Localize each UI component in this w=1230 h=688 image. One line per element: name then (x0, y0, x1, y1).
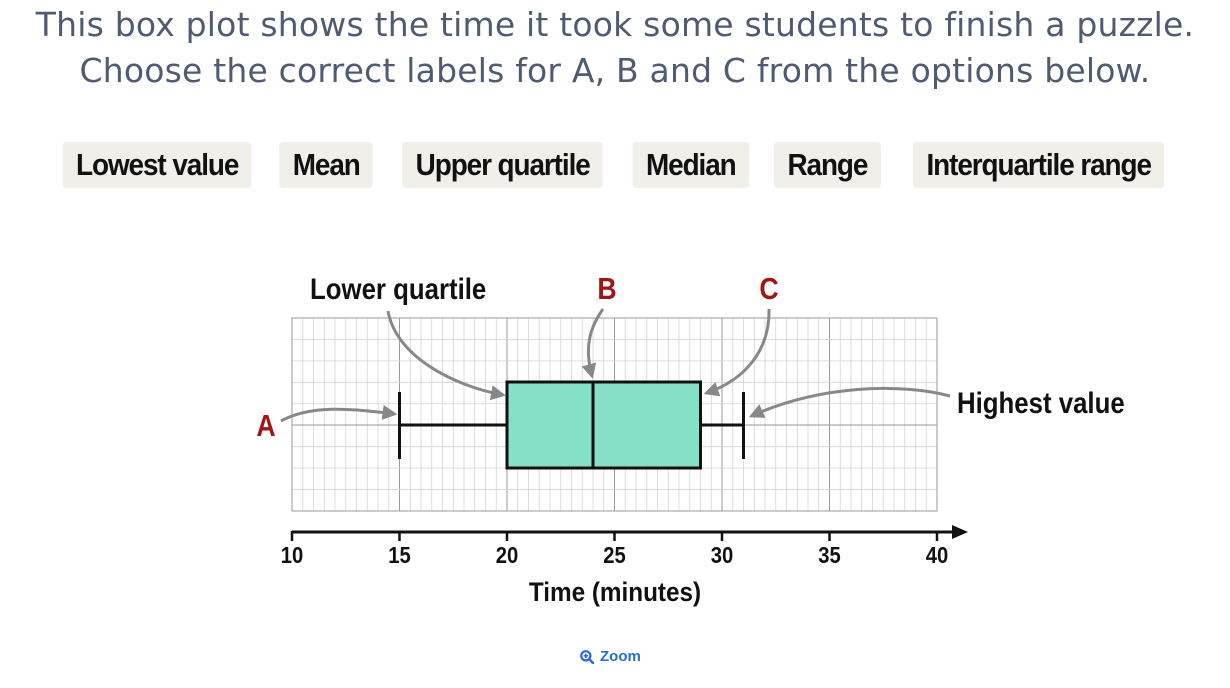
x-tick-label: 35 (818, 542, 841, 569)
x-tick-label: 10 (281, 542, 304, 569)
x-axis: 10 15 20 25 30 35 40 (281, 525, 968, 568)
annotation-q3-label: C (759, 272, 778, 306)
zoom-button[interactable]: Zoom (580, 648, 641, 665)
annotation-min-arrow (280, 404, 398, 423)
x-tick-label: 20 (496, 542, 519, 569)
annotations: A Lower quartile B C Highest value (256, 272, 1124, 443)
annotation-min-label: A (256, 409, 275, 443)
answer-options: Lowest value Mean Upper quartile Median … (0, 142, 1230, 188)
box-plot-marks (398, 380, 745, 470)
x-axis-arrowhead (952, 525, 968, 539)
x-tick-label: 30 (711, 542, 734, 569)
annotation-q3-arrow (703, 308, 771, 397)
x-tick-label: 25 (603, 542, 626, 569)
annotation-q1-arrow (386, 310, 506, 401)
x-tick-label: 15 (388, 542, 411, 569)
annotation-median-label: B (597, 272, 616, 306)
zoom-label: Zoom (600, 648, 641, 665)
x-axis-title: Time (minutes) (529, 578, 701, 607)
x-tick-label: 40 (926, 542, 949, 569)
option-lowest-value[interactable]: Lowest value (62, 142, 252, 188)
option-mean[interactable]: Mean (279, 142, 374, 188)
question-line-2: Choose the correct labels for A, B and C… (79, 51, 1151, 90)
annotation-median-arrow (581, 308, 605, 379)
option-upper-quartile[interactable]: Upper quartile (401, 142, 604, 188)
question-line-1: This box plot shows the time it took som… (35, 5, 1195, 44)
zoom-in-icon (580, 649, 594, 664)
annotation-max-label: Highest value (957, 386, 1125, 419)
option-median[interactable]: Median (632, 142, 750, 188)
annotation-q1-label: Lower quartile (310, 272, 486, 305)
annotation-max-arrow (748, 386, 951, 418)
box (505, 380, 702, 470)
option-range[interactable]: Range (773, 142, 881, 188)
question-text: This box plot shows the time it took som… (0, 2, 1230, 94)
option-interquartile-range[interactable]: Interquartile range (912, 142, 1164, 188)
box-plot: 10 15 20 25 30 35 40 A Lower quartile B C Highest … (256, 272, 1124, 607)
